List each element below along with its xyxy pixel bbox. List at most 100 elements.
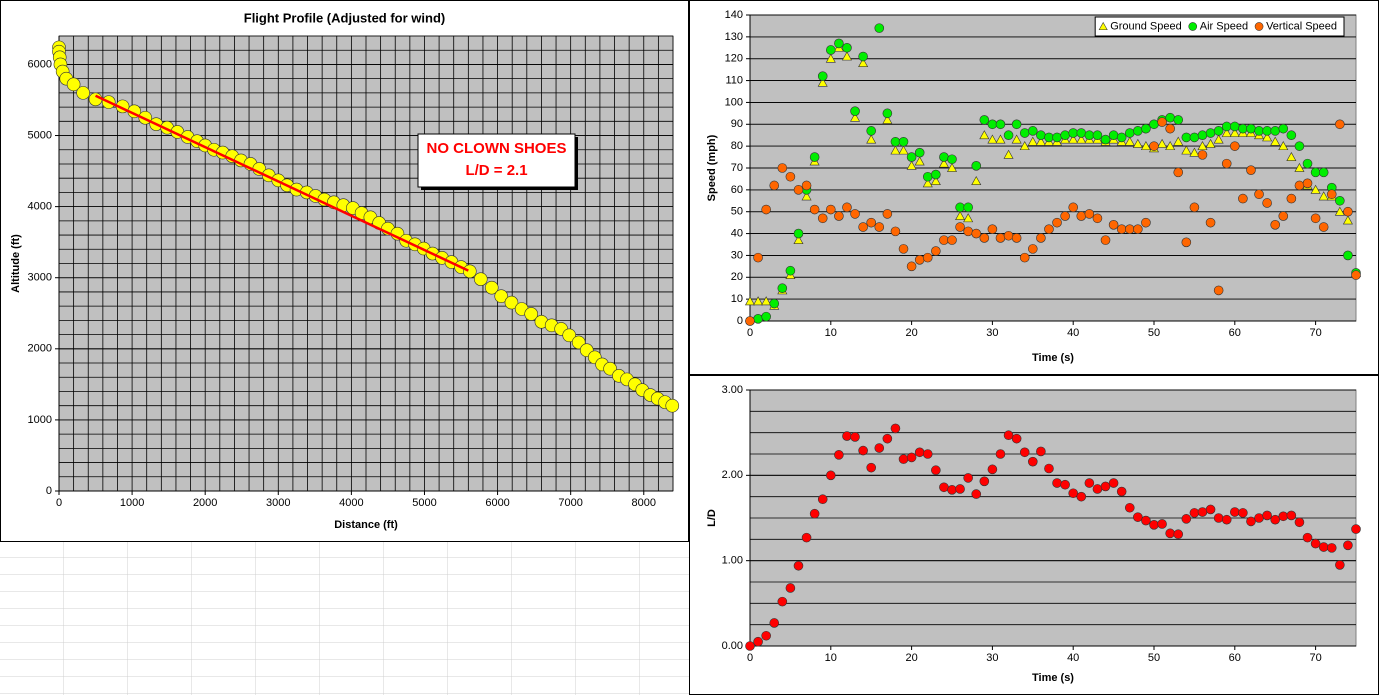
data-point [809, 508, 820, 519]
data-point [939, 152, 949, 162]
data-point [1326, 189, 1337, 200]
data-point [1278, 123, 1289, 134]
y-tick-label: 120 [725, 53, 743, 65]
data-point [777, 163, 788, 173]
data-point [874, 222, 885, 232]
y-tick-label: 1000 [28, 414, 52, 426]
data-point [1173, 136, 1184, 146]
data-point [1270, 136, 1281, 146]
y-tick-label: 0 [46, 485, 52, 497]
data-point [1140, 141, 1151, 151]
data-point [866, 126, 877, 136]
data-point [562, 328, 577, 343]
data-point [987, 134, 998, 144]
data-point [1189, 132, 1200, 143]
data-point [1302, 158, 1313, 169]
data-point [1028, 244, 1038, 254]
data-point [777, 596, 788, 607]
data-point [890, 423, 901, 434]
data-point [801, 191, 812, 201]
data-point [1108, 130, 1119, 141]
data-point [1213, 285, 1224, 296]
data-point [76, 86, 90, 100]
data-point [963, 213, 974, 223]
data-point [817, 213, 828, 224]
data-point [1205, 128, 1216, 138]
x-tick-label: 10 [825, 327, 837, 339]
x-tick-label: 7000 [558, 497, 582, 509]
x-tick-label: 8000 [632, 497, 656, 509]
data-point [1286, 193, 1297, 204]
data-point [1068, 202, 1078, 213]
data-point [995, 233, 1006, 243]
x-axis-label: Distance (ft) [334, 519, 398, 531]
data-point [914, 156, 925, 166]
data-point [1044, 132, 1054, 143]
data-point [1343, 540, 1353, 551]
data-point [1165, 123, 1175, 134]
data-point [761, 204, 771, 215]
data-point [793, 185, 804, 195]
data-point [1221, 158, 1232, 169]
data-point [1028, 126, 1038, 136]
x-tick-label: 0 [747, 327, 753, 339]
x-tick-label: 70 [1309, 652, 1321, 664]
chart-title: Flight Profile (Adjusted for wind) [244, 10, 445, 25]
data-point [484, 280, 499, 295]
x-tick-label: 4000 [339, 497, 363, 509]
data-point [1286, 510, 1297, 521]
y-tick-label: 60 [731, 184, 743, 196]
data-point [1157, 138, 1168, 148]
data-point [850, 106, 860, 116]
x-tick-label: 30 [986, 327, 998, 339]
data-point [769, 298, 780, 309]
x-tick-label: 20 [905, 652, 917, 664]
data-point [882, 108, 893, 119]
data-point [1044, 463, 1054, 474]
data-point [1100, 481, 1111, 492]
data-point [1181, 145, 1192, 155]
y-tick-label: 5000 [28, 129, 52, 141]
data-point [890, 136, 901, 147]
data-point [825, 204, 836, 215]
data-point [1092, 484, 1103, 494]
data-point [1229, 127, 1240, 137]
data-point [1230, 141, 1240, 151]
data-point [834, 450, 844, 460]
data-point [825, 53, 836, 63]
data-point [1068, 128, 1078, 138]
y-tick-label: 3000 [28, 272, 52, 284]
data-point [1270, 514, 1280, 525]
data-point [1068, 134, 1079, 144]
data-point [947, 154, 957, 165]
data-point [504, 295, 519, 310]
data-point [963, 473, 973, 483]
data-point [1270, 126, 1280, 136]
data-point [995, 449, 1006, 459]
data-point [1335, 195, 1345, 206]
data-point [979, 130, 990, 140]
data-point [1052, 132, 1062, 143]
data-point [753, 636, 763, 647]
data-point [1019, 252, 1030, 263]
data-point [809, 152, 820, 162]
data-point [1221, 127, 1232, 137]
data-point [1310, 213, 1321, 224]
data-point [1157, 519, 1167, 529]
data-point [882, 433, 893, 444]
data-point [858, 445, 868, 456]
data-point [1302, 532, 1313, 543]
data-point [1003, 149, 1014, 159]
data-point [1351, 270, 1361, 280]
y-tick-label: 110 [725, 74, 743, 86]
data-point [753, 296, 764, 306]
annotation-text: L/D = 2.1 [465, 162, 527, 179]
data-point [914, 447, 925, 458]
data-point [777, 283, 788, 294]
y-tick-label: 30 [731, 249, 743, 261]
data-point [987, 224, 998, 234]
data-point [1221, 121, 1232, 132]
data-point [1092, 213, 1103, 224]
data-point [1084, 478, 1095, 488]
